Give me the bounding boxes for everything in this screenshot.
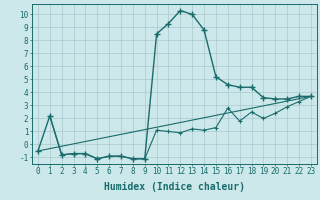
X-axis label: Humidex (Indice chaleur): Humidex (Indice chaleur) — [104, 182, 245, 192]
